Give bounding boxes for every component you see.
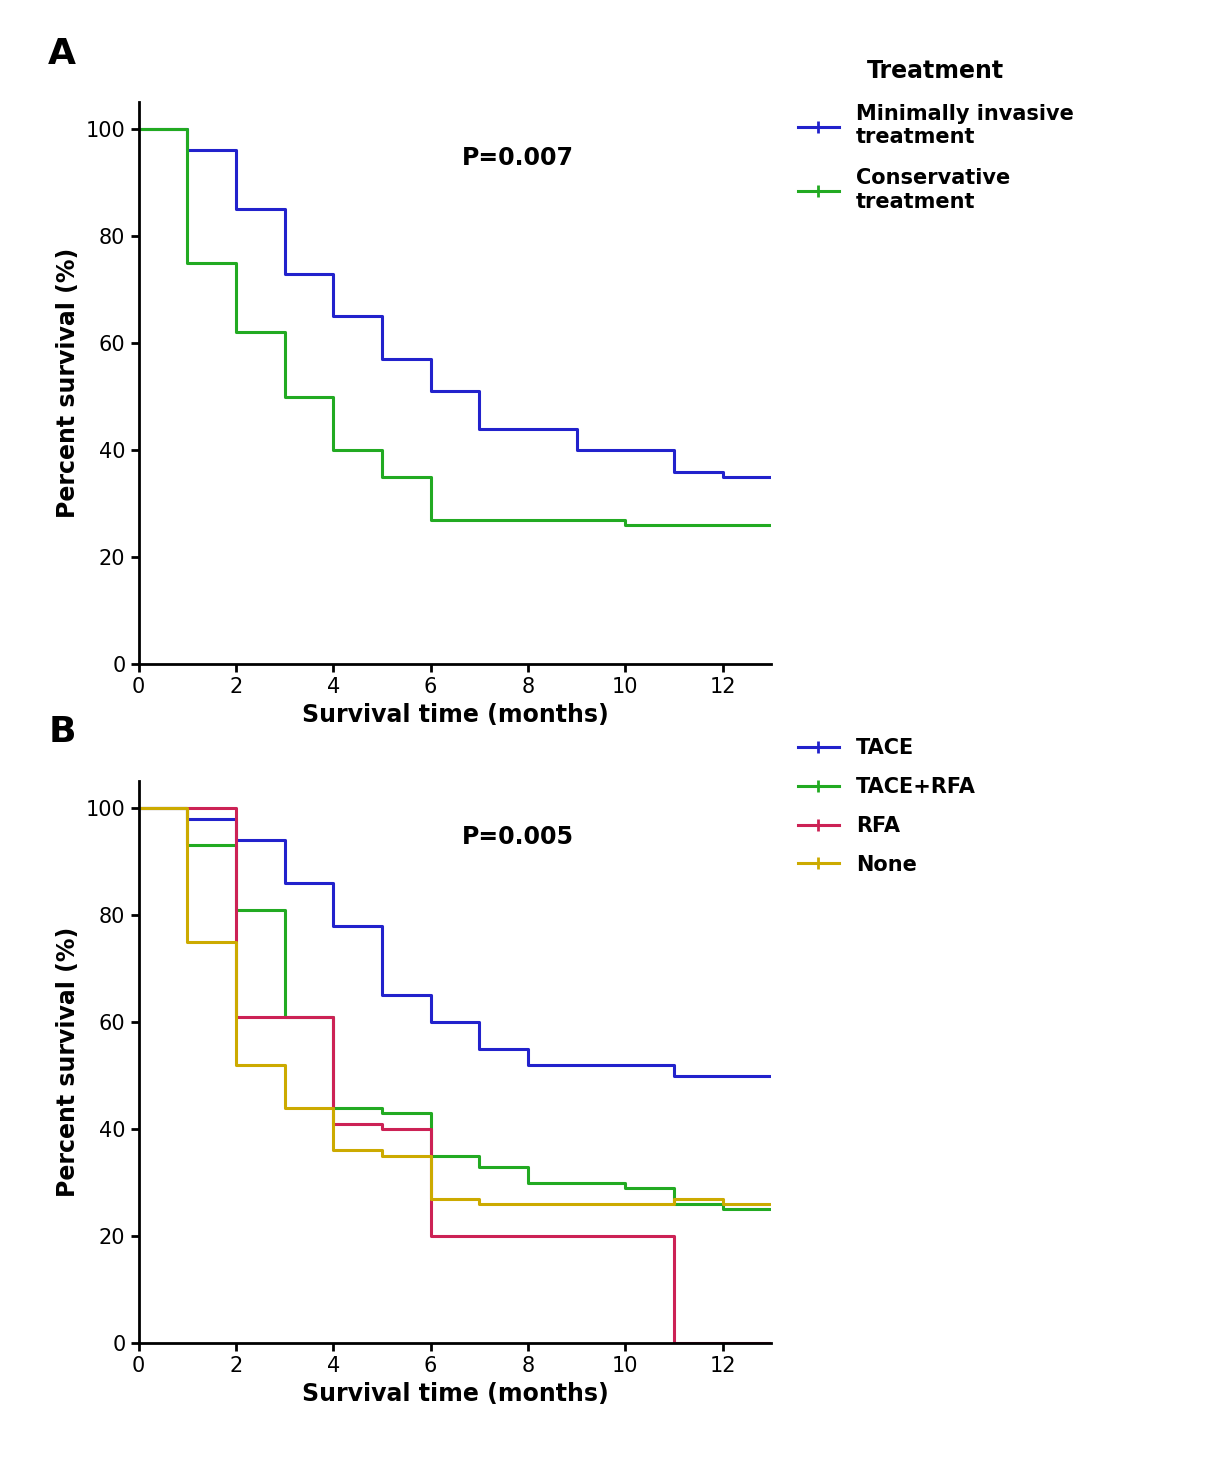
Legend: Minimally invasive
treatment, Conservative
treatment: Minimally invasive treatment, Conservati… bbox=[789, 51, 1082, 220]
Y-axis label: Percent survival (%): Percent survival (%) bbox=[57, 248, 80, 518]
Text: A: A bbox=[48, 36, 76, 70]
Y-axis label: Percent survival (%): Percent survival (%) bbox=[57, 927, 80, 1197]
Text: P=0.007: P=0.007 bbox=[463, 146, 574, 171]
X-axis label: Survival time (months): Survival time (months) bbox=[301, 704, 609, 727]
Text: B: B bbox=[48, 715, 76, 749]
X-axis label: Survival time (months): Survival time (months) bbox=[301, 1383, 609, 1406]
Text: P=0.005: P=0.005 bbox=[463, 825, 574, 850]
Legend: TACE, TACE+RFA, RFA, None: TACE, TACE+RFA, RFA, None bbox=[789, 730, 984, 883]
